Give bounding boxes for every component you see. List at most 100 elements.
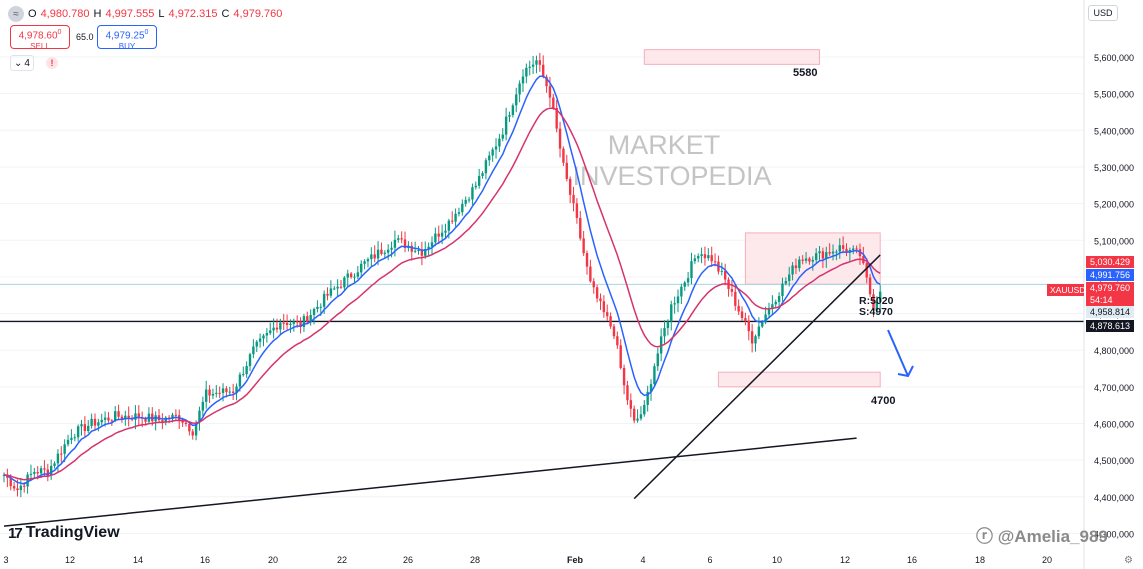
candle-body (440, 232, 444, 237)
ema-slow-line (3, 107, 881, 481)
support-label: S:4970 (859, 306, 893, 318)
candle-body (299, 321, 302, 327)
resistance-zone (643, 49, 821, 65)
candle-body (188, 424, 191, 432)
candle-body (491, 149, 494, 156)
candle-body (83, 424, 87, 432)
candle-body (488, 155, 491, 161)
candle-body (494, 146, 498, 150)
candle-body (606, 312, 609, 317)
candle-body (875, 301, 879, 311)
candle-body (602, 301, 606, 313)
candle-body (114, 411, 117, 421)
gear-icon[interactable]: ⚙ (1124, 555, 1133, 566)
price-tag-bg (1086, 282, 1134, 294)
candle-body (117, 411, 120, 417)
candle-body (777, 296, 781, 302)
candle-body (471, 187, 474, 200)
price-tick-label: 5,500,000 (1094, 90, 1134, 100)
sell-button[interactable]: 4,978.600 SELL (10, 25, 70, 52)
candle-body (572, 194, 575, 204)
candle-body (390, 247, 393, 250)
time-tick-label: 20 (268, 555, 278, 565)
buy-price: 4,979.25 (105, 30, 145, 42)
currency-select[interactable]: USD (1088, 5, 1118, 21)
candle-body (346, 273, 349, 278)
target-zone (717, 371, 881, 388)
candle-body (319, 306, 322, 308)
candle-body (555, 107, 558, 129)
price-tag-label: 4,979.760 (1090, 283, 1130, 293)
candle-body (501, 134, 504, 139)
candle-body (723, 270, 727, 280)
candle-body (258, 338, 262, 342)
time-tick-label: 6 (707, 555, 712, 565)
candle-body (454, 213, 457, 222)
candle-body (461, 203, 464, 213)
candle-body (238, 374, 242, 387)
price-tag-label: 4,958.814 (1090, 307, 1130, 317)
candle-body (697, 256, 700, 259)
candle-body (686, 278, 690, 283)
candle-body (205, 389, 208, 402)
candle-body (312, 309, 316, 315)
candle-body (710, 255, 713, 262)
candle-body (548, 86, 552, 98)
candle-body (545, 76, 548, 87)
time-tick-label: 26 (403, 555, 413, 565)
candle-body (707, 255, 710, 259)
horizontal-lines-layer (0, 283, 1084, 323)
sell-label: SELL (30, 42, 50, 52)
exclamation-icon[interactable]: ! (46, 57, 58, 69)
candle-body (639, 414, 643, 419)
candle-body (231, 391, 235, 393)
candle-body (757, 326, 761, 337)
zone-top-label: 5580 (793, 67, 817, 79)
candle-body (771, 304, 774, 308)
candle-body (66, 439, 70, 445)
candle-body (370, 254, 373, 260)
candle-body (582, 238, 585, 254)
candle-body (562, 148, 565, 163)
buy-label: BUY (118, 42, 136, 52)
resistance-label: R:5020 (859, 295, 894, 307)
currency-exchange-icon[interactable]: ≈ (8, 6, 24, 22)
price-tick-label: 4,700,000 (1094, 383, 1134, 393)
candle-body (521, 76, 525, 84)
candle-body (656, 353, 659, 367)
price-tag-bg (1086, 294, 1134, 306)
candle-body (740, 311, 744, 319)
low-label: L (158, 8, 165, 20)
trendlines-layer (3, 254, 881, 527)
candle-body (498, 138, 501, 147)
candle-body (252, 346, 255, 355)
candle-body (326, 293, 329, 296)
candle-body (538, 60, 542, 65)
candle-body (366, 259, 370, 262)
price-tag-label: 5,030.429 (1090, 257, 1130, 267)
candle-body (306, 316, 309, 323)
symbol-tag-bg (1047, 284, 1084, 296)
candle-body (619, 345, 622, 368)
time-tick-label: 16 (907, 555, 917, 565)
candle-body (616, 336, 619, 346)
candle-body (481, 173, 484, 176)
indicators-toggle[interactable]: ⌄ 4 (10, 55, 34, 71)
candle-body (558, 128, 562, 149)
time-tick-label: 18 (975, 555, 985, 565)
tradingview-mark-icon: 17 (8, 524, 23, 542)
buy-button[interactable]: 4,979.250 BUY (97, 25, 157, 52)
sell-price: 4,978.60 (18, 30, 58, 42)
candle-body (245, 365, 248, 375)
candle-body (228, 391, 231, 393)
user-tag: @Amelia_989 (997, 527, 1108, 546)
candle-body (528, 66, 531, 68)
candle-body (171, 414, 174, 420)
candle-body (383, 252, 387, 254)
candle-body (373, 254, 376, 259)
candle-body (801, 259, 804, 261)
candle-body (680, 286, 683, 297)
candle-body (376, 249, 380, 259)
candle-body (879, 291, 882, 302)
